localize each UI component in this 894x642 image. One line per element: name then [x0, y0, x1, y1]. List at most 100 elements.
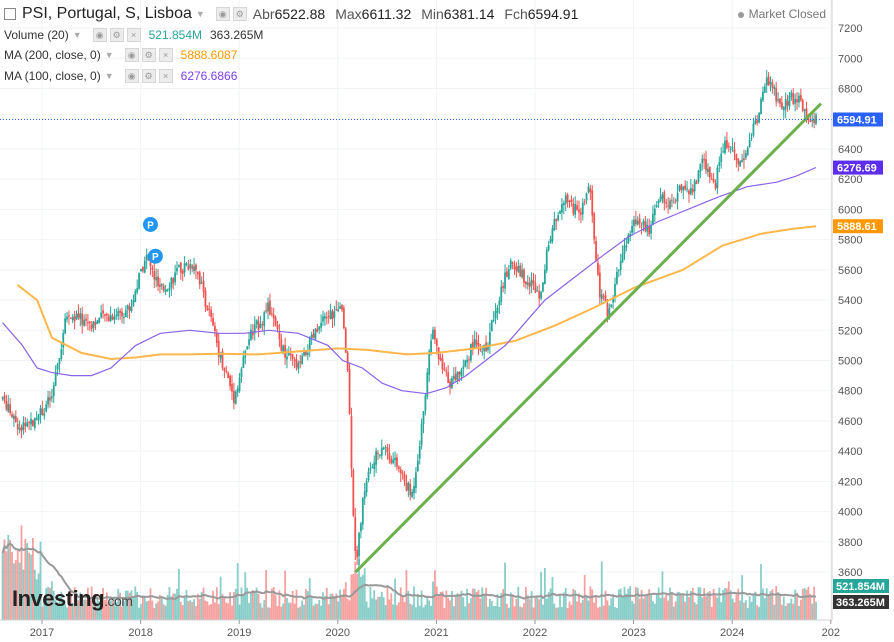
candle-body: [73, 316, 76, 322]
volume-bar: [162, 604, 165, 620]
candle-body: [143, 260, 146, 273]
candle-body: [739, 161, 742, 167]
eye-icon[interactable]: ◉: [124, 69, 139, 83]
candle-body: [475, 340, 478, 345]
volume-bar: [762, 588, 764, 620]
y-tick-label: 3600: [838, 567, 862, 579]
candle-body: [365, 480, 368, 493]
close-icon[interactable]: ×: [158, 48, 173, 62]
candle-body: [270, 313, 273, 315]
volume-bar: [181, 605, 184, 620]
candle-body: [342, 307, 345, 329]
volume-bar: [185, 590, 188, 620]
volume-bar: [701, 597, 704, 620]
candle-body: [229, 375, 231, 387]
trendline[interactable]: [354, 102, 823, 574]
volume-bar: [342, 588, 345, 620]
settings-icon[interactable]: ⚙: [141, 69, 156, 83]
volume-bar: [724, 587, 726, 620]
volume-bar: [769, 591, 772, 620]
volume-bar: [665, 594, 668, 620]
status-dot-icon: [737, 11, 744, 18]
candle-body: [18, 428, 21, 430]
volume-bar: [602, 605, 605, 620]
volume-bar: [18, 562, 21, 620]
eye-icon[interactable]: ◉: [92, 28, 107, 42]
volume-bar: [215, 587, 218, 620]
volume-bar: [179, 601, 182, 620]
volume-bar: [303, 604, 305, 620]
volume-bar: [509, 592, 512, 620]
volume-bar: [756, 605, 759, 620]
volume-bar: [500, 592, 503, 620]
candle-body: [305, 351, 307, 356]
candle-body: [375, 450, 378, 465]
candle-body: [576, 205, 578, 210]
candle-body: [284, 344, 286, 358]
candle-body: [684, 185, 687, 190]
volume-bar: [3, 539, 6, 620]
volume-bar: [543, 567, 546, 620]
volume-bar: [276, 606, 279, 620]
volume-bar: [58, 596, 61, 620]
volume-bar: [217, 604, 220, 620]
close-icon[interactable]: ×: [158, 69, 173, 83]
candle-body: [803, 109, 806, 111]
candle-body: [128, 306, 131, 311]
candle-body: [155, 277, 158, 281]
price-label-box: [833, 219, 883, 234]
close-icon[interactable]: ×: [126, 28, 141, 42]
candle-body: [521, 269, 524, 278]
candle-body: [289, 353, 292, 356]
eye-icon[interactable]: ◉: [215, 7, 230, 21]
candle-body: [598, 272, 601, 298]
volume-bar: [270, 588, 273, 620]
volume-bar: [160, 598, 163, 620]
volume-bar: [195, 606, 197, 620]
volume-bar: [130, 590, 133, 620]
candle-body: [263, 312, 266, 327]
volume-bar: [223, 597, 226, 620]
candle-body: [409, 483, 412, 496]
volume-bar: [143, 597, 146, 620]
volume-bar: [384, 605, 387, 620]
candle-body: [227, 372, 230, 379]
volume-bar: [604, 590, 607, 620]
volume-bar: [86, 587, 89, 620]
volume-bar: [443, 607, 446, 620]
volume-bar: [193, 599, 195, 620]
volume-bar: [339, 589, 341, 620]
candle-body: [166, 290, 169, 292]
chevron-down-icon[interactable]: ▼: [104, 71, 114, 81]
volume-bar: [805, 589, 808, 620]
volume-bar: [352, 574, 355, 620]
volume-bar: [634, 587, 637, 620]
candle-body: [701, 158, 704, 164]
volume-bar: [168, 587, 171, 620]
volume-bar: [744, 600, 747, 620]
settings-icon[interactable]: ⚙: [109, 28, 124, 42]
volume-bar: [299, 606, 302, 620]
chevron-down-icon[interactable]: ▼: [195, 9, 205, 19]
volume-bar: [779, 593, 781, 620]
chevron-down-icon[interactable]: ▼: [72, 30, 82, 40]
candle-body: [477, 343, 480, 347]
settings-icon[interactable]: ⚙: [141, 48, 156, 62]
volume-bar: [498, 606, 501, 620]
candle-body: [555, 218, 558, 222]
low-value: 6381.14: [443, 6, 495, 22]
eye-icon[interactable]: ◉: [124, 48, 139, 62]
volume-bar: [718, 587, 721, 620]
candle-body: [568, 200, 571, 202]
volume-bar: [411, 604, 414, 620]
trendline-segment: [354, 102, 823, 574]
candle-body: [109, 314, 112, 322]
candle-body: [399, 469, 402, 474]
markers[interactable]: PP: [142, 217, 163, 264]
collapse-checkbox[interactable]: [4, 8, 16, 20]
volume-bar: [367, 607, 370, 620]
volume-bar: [773, 604, 776, 620]
chevron-down-icon[interactable]: ▼: [104, 50, 114, 60]
settings-icon[interactable]: ⚙: [232, 7, 247, 21]
